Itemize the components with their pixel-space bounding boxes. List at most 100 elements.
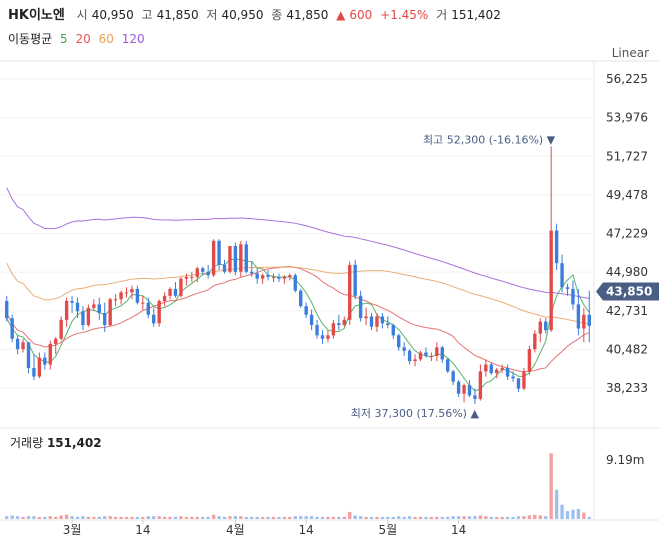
candle (217, 239, 221, 271)
volume-bar (560, 504, 564, 519)
volume-bar (554, 489, 559, 519)
volume-bar (380, 516, 385, 519)
candle (64, 297, 69, 327)
candle (228, 246, 232, 274)
candle (418, 350, 423, 362)
volume-bar (141, 516, 145, 519)
volume-bar (10, 515, 14, 519)
candle-body (451, 371, 455, 382)
candle-body (375, 316, 379, 327)
volume-bar (92, 516, 96, 519)
candle-body (353, 264, 357, 296)
candle (135, 285, 140, 305)
volume-bar (299, 516, 303, 519)
candle (293, 273, 297, 293)
candle (369, 312, 374, 331)
candle (141, 295, 145, 310)
candle-body (48, 343, 52, 365)
volume-bar (484, 516, 488, 519)
volume-bar (168, 516, 172, 519)
volume-bar (277, 516, 281, 519)
volume-label: 거 (436, 8, 448, 22)
candle (429, 352, 434, 362)
candle (124, 287, 129, 298)
candle (309, 309, 314, 331)
volume-bar (587, 516, 591, 519)
candle-body (26, 342, 31, 368)
candle (152, 307, 156, 327)
candle (337, 314, 341, 331)
candle-body (59, 319, 63, 339)
volume-bar (288, 516, 292, 519)
price-tick-label: 42,731 (606, 304, 648, 318)
time-tick-label: 4월 (226, 523, 245, 537)
candle (211, 239, 216, 277)
quote-header: HK이노엔 시 40,950 고 41,850 저 40,950 종 41,850 ▲ 6… (8, 4, 505, 23)
candle-body (211, 240, 216, 276)
volume-bar (331, 516, 336, 519)
volume-bar (533, 514, 537, 519)
candle (119, 290, 123, 305)
volume-bar (435, 516, 439, 519)
ticker-name: HK이노엔 (8, 8, 65, 23)
price-tick-label: 47,229 (606, 227, 648, 241)
candle (92, 299, 96, 312)
ma-120-line (6, 187, 590, 300)
volume-bar (418, 516, 423, 519)
volume-bar (271, 516, 276, 519)
low-annotation: 최저 37,300 (17.56%) ▲ (351, 407, 480, 420)
candle (462, 383, 466, 403)
volume-bar (64, 514, 69, 519)
price-tick-label: 40,482 (606, 342, 648, 356)
candle-body (217, 240, 221, 265)
candle (413, 354, 417, 367)
candle-body (440, 347, 444, 360)
candle (533, 330, 537, 353)
candle (353, 259, 357, 300)
candle (222, 259, 227, 274)
candle-body (397, 335, 401, 348)
volume-bar (565, 511, 570, 519)
candle (103, 302, 107, 332)
candle-body (15, 338, 20, 350)
candle-body (315, 325, 319, 336)
scale-mode-toggle[interactable]: Linear (611, 46, 649, 60)
candle-body (418, 352, 423, 360)
candle-body (560, 263, 564, 288)
ma-20-label: 20 (75, 32, 91, 46)
volume-bar (571, 509, 575, 519)
volume-bar (103, 516, 107, 519)
candle (522, 367, 526, 391)
volume-bar (184, 516, 189, 519)
candle (233, 242, 238, 276)
volume-bar (304, 516, 308, 519)
candle (162, 292, 167, 307)
candle-body (157, 300, 161, 324)
volume-bar (157, 516, 161, 519)
volume-bar (576, 509, 581, 519)
candle-body (97, 304, 101, 313)
current-price-badge (596, 282, 659, 301)
candle (70, 295, 74, 313)
candle (195, 266, 199, 283)
candle (54, 337, 58, 355)
candle-body (380, 316, 385, 324)
candle (320, 330, 325, 344)
volume-bars (5, 453, 591, 519)
candle-body (309, 314, 314, 326)
candle-body (505, 367, 510, 377)
candle-body (103, 312, 107, 326)
candle-body (576, 304, 581, 329)
candle (157, 299, 161, 327)
candle-body (195, 268, 199, 277)
ma-60-line (6, 262, 590, 325)
volume-panel-label: 거래량 151,402 (10, 434, 102, 451)
price-tick-label: 38,233 (606, 381, 648, 395)
moving-average-legend[interactable]: 이동평균 5 20 60 120 (8, 30, 149, 47)
candle (81, 306, 85, 331)
candle (113, 294, 118, 307)
volume-bar (206, 516, 210, 519)
candle-body (250, 271, 254, 274)
candle (511, 371, 515, 382)
